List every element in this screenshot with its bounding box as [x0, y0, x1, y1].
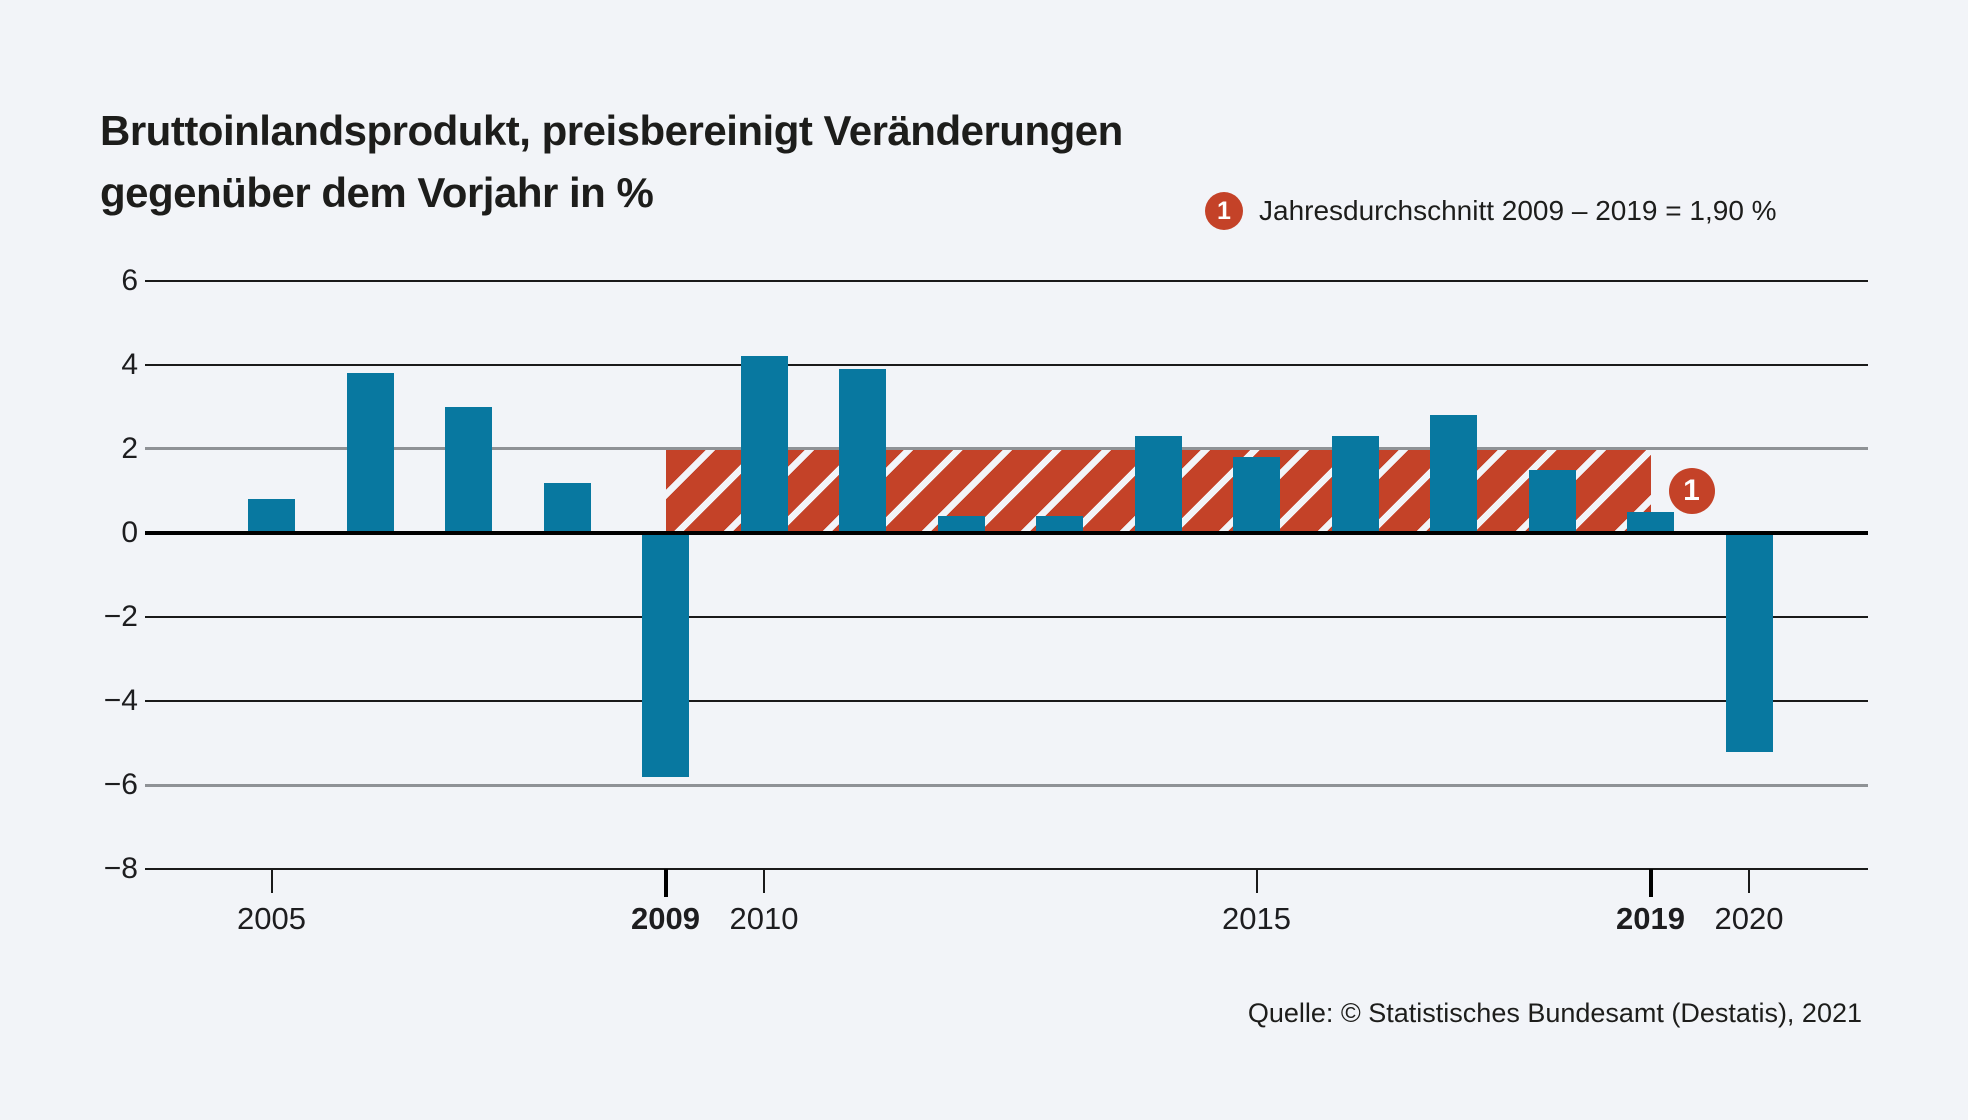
bar-2005	[248, 499, 295, 533]
chart-title-line1: Bruttoinlandsprodukt, preisbereinigt Ver…	[100, 107, 1123, 154]
average-band-marker-icon: 1	[1668, 467, 1715, 514]
y-axis-label--6: −6	[103, 768, 138, 802]
x-tick-2009	[663, 869, 668, 898]
x-tick-2010	[763, 869, 765, 894]
bar-2010	[740, 356, 788, 533]
gridline--2	[145, 616, 1868, 619]
x-tick-2019	[1648, 869, 1653, 898]
y-axis-label-2: 2	[121, 431, 138, 465]
chart-title-line2: gegenüber dem Vorjahr in %	[100, 169, 654, 216]
bar-2012	[937, 516, 985, 533]
bar-2019	[1627, 511, 1674, 533]
gridline--6	[145, 783, 1868, 787]
gridline-6	[145, 279, 1868, 282]
bar-2014	[1134, 436, 1182, 533]
y-axis-label-4: 4	[121, 347, 138, 381]
bar-2007	[445, 406, 492, 533]
bar-2015	[1233, 457, 1280, 533]
legend: 1 Jahresdurchschnitt 2009 – 2019 = 1,90 …	[1205, 192, 1777, 230]
y-axis-label--8: −8	[103, 852, 138, 886]
bar-2006	[346, 373, 394, 533]
gridline-4	[145, 363, 1868, 366]
x-axis-label-2005: 2005	[237, 901, 306, 937]
x-axis-label-2020: 2020	[1714, 901, 1784, 937]
bar-2008	[543, 482, 591, 533]
bar-2018	[1528, 469, 1576, 533]
y-axis-label--4: −4	[103, 684, 138, 718]
gridline--4	[145, 700, 1868, 703]
x-tick-2020	[1748, 869, 1750, 894]
bar-2017	[1430, 415, 1477, 533]
x-axis-label-2010: 2010	[729, 901, 799, 937]
bar-2020	[1725, 533, 1773, 752]
x-axis-label-2019: 2019	[1616, 901, 1685, 937]
y-axis-label-6: 6	[121, 263, 138, 297]
gridline-2	[145, 447, 1868, 451]
legend-average-marker-icon: 1	[1205, 192, 1243, 230]
gridline--8	[145, 868, 1868, 871]
chart-title: Bruttoinlandsprodukt, preisbereinigt Ver…	[100, 100, 1123, 224]
x-tick-2015	[1255, 869, 1258, 894]
legend-label: Jahresdurchschnitt 2009 – 2019 = 1,90 %	[1259, 195, 1777, 226]
bar-2011	[839, 369, 886, 533]
bar-2013	[1036, 516, 1083, 533]
zero-line	[145, 531, 1868, 535]
bar-2016	[1331, 436, 1379, 533]
source-attribution: Quelle: © Statistisches Bundesamt (Desta…	[1247, 998, 1862, 1028]
x-axis-label-2015: 2015	[1222, 901, 1291, 937]
y-axis-label--2: −2	[103, 600, 138, 634]
y-axis-label-0: 0	[121, 516, 138, 549]
x-axis-label-2009: 2009	[631, 901, 700, 937]
x-tick-2005	[270, 869, 273, 894]
bar-2009	[642, 533, 689, 777]
